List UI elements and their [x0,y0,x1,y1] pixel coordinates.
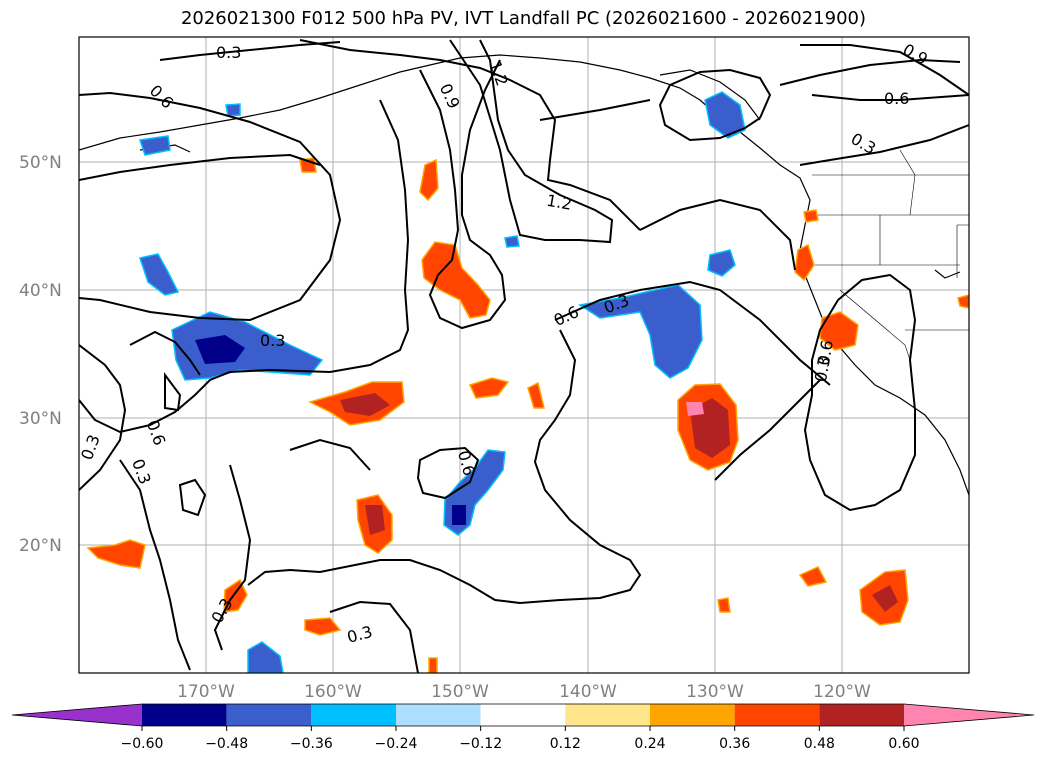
colorbar-bin [311,704,396,726]
lon-label-140w: 140°W [559,682,617,702]
lat-label-30n: 30°N [19,409,62,429]
map-frame [78,36,970,674]
colorbar-tick-label: −0.60 [121,736,164,752]
colorbar-extension-high [904,704,1034,726]
colorbar-tick-label: −0.36 [290,736,333,752]
lon-label-130w: 130°W [686,682,744,702]
ivt-negative-anomalies [139,91,746,673]
svg-text:0.3: 0.3 [811,355,834,383]
latitude-labels: 50°N 40°N 30°N 20°N [19,153,62,556]
longitude-labels: 170°W 160°W 150°W 140°W 130°W 120°W [177,682,871,702]
svg-text:1.2: 1.2 [545,191,573,214]
colorbar-tick-label: 0.48 [804,736,835,752]
colorbar-tick-label: 0.24 [634,736,665,752]
colorbar-bin [480,704,566,726]
map-panel: 0.3 0.6 1.2 0.9 1.2 0.6 0.3 0.9 0.6 0.3 … [79,37,969,673]
lon-label-150w: 150°W [431,682,489,702]
ivt-positive-anomalies [86,157,969,673]
svg-text:0.6: 0.6 [884,89,909,108]
colorbar-bin [142,704,227,726]
svg-text:0.3: 0.3 [216,43,241,62]
state-borders [812,149,969,361]
colorbar-bin [650,704,735,726]
colorbar-bin [734,704,820,726]
svg-text:0.6: 0.6 [814,339,837,367]
colorbar-tick-label: −0.48 [205,736,248,752]
colorbar-bin [565,704,650,726]
colorbar-tick-label: 0.36 [719,736,750,752]
lon-label-160w: 160°W [304,682,362,702]
lon-label-170w: 170°W [177,682,235,702]
pv-contours [79,39,969,673]
colorbar-bin [819,704,904,726]
colorbar: −0.60 −0.48 −0.36 −0.24 −0.12 0.12 0.24 0.36 0.4… [11,703,1035,752]
colorbar-tick-label: −0.24 [375,736,418,752]
colorbar-tick-label: 0.12 [550,736,581,752]
colorbar-bin [226,704,312,726]
colorbar-bin [396,704,481,726]
lat-label-40n: 40°N [19,281,62,301]
colorbar-tick-label: 0.60 [888,736,919,752]
map-title: 2026021300 F012 500 hPa PV, IVT Landfall… [180,8,867,29]
colorbar-extension-low [12,704,142,726]
lon-label-120w: 120°W [813,682,871,702]
colorbar-tick-label: −0.12 [459,736,502,752]
svg-text:0.3: 0.3 [260,331,285,350]
lat-label-50n: 50°N [19,153,62,173]
lat-label-20n: 20°N [19,536,62,556]
